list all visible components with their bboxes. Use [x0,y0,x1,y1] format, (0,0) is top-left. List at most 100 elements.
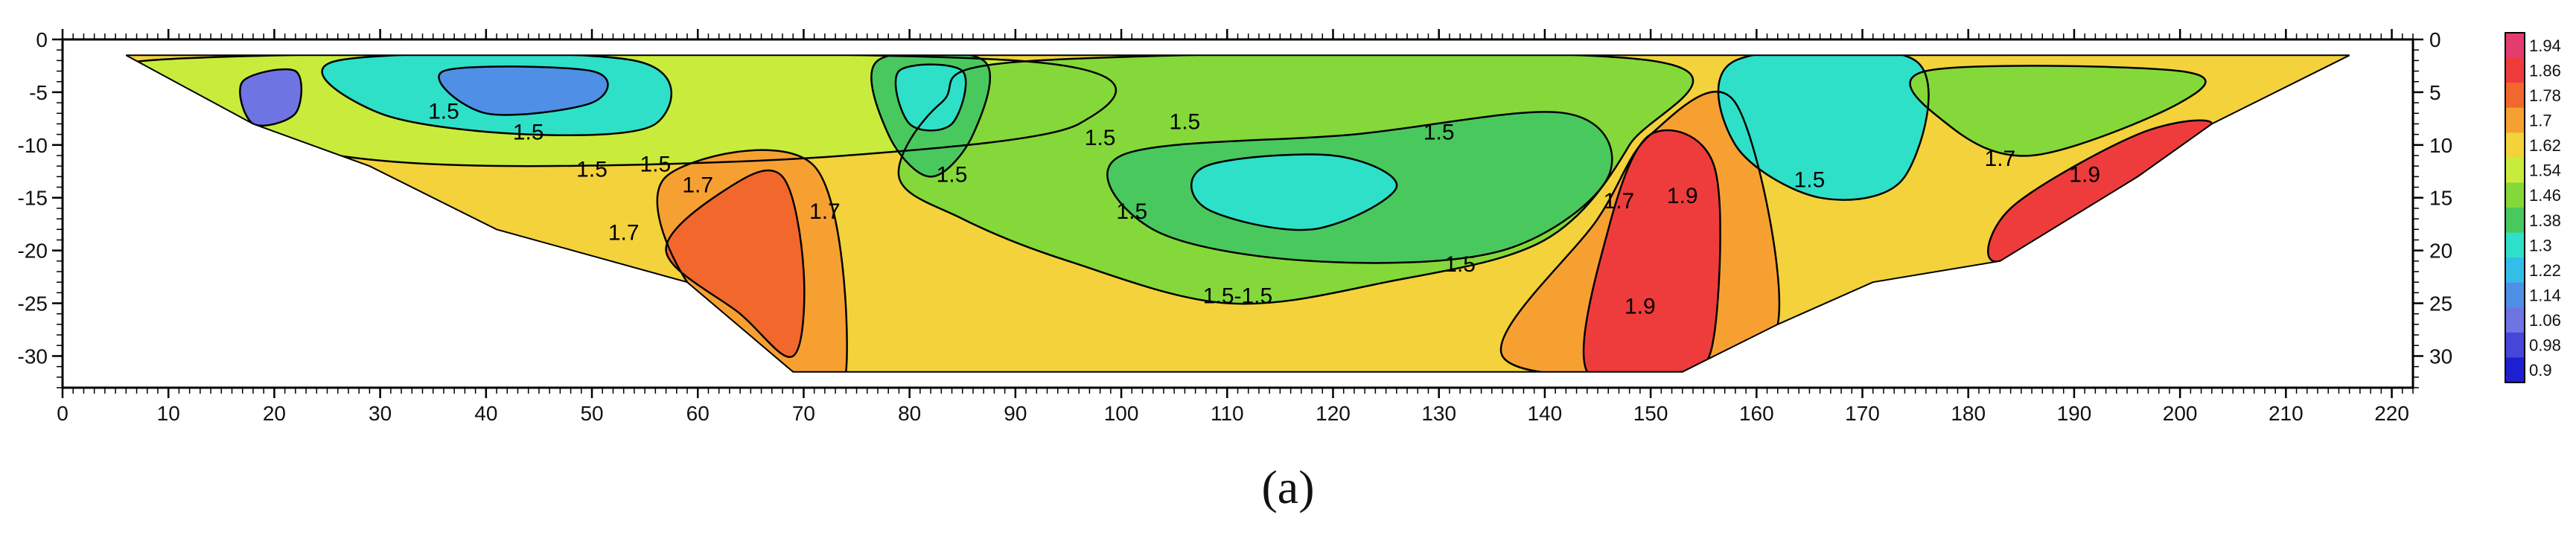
figure-caption: (a) [1261,461,1315,513]
contour-label: 1.5 [1085,126,1116,150]
y-tick-label-left: -30 [18,345,48,368]
x-tick-label: 170 [1845,402,1880,425]
contour-line [656,149,848,372]
x-tick-label: 40 [474,402,497,425]
resistivity-zone [1191,154,1397,231]
contour-line [438,65,609,116]
colorbar-label: 1.3 [2529,236,2552,254]
contour-line [665,169,806,359]
contour-line [1717,55,1930,201]
x-tick-label: 140 [1528,402,1563,425]
resistivity-zone [1718,55,1929,200]
contour-label: 1.5 [1116,199,1147,224]
colorbar-label: 1.7 [2529,112,2552,130]
resistivity-zone [1910,65,2206,156]
x-tick-label: 50 [580,402,603,425]
contour-label: 1.9 [1625,295,1656,319]
section-outline [125,54,2350,373]
colorbar-label: 1.78 [2529,86,2561,105]
x-tick-label: 120 [1316,402,1351,425]
contour-label: 1.9 [2069,162,2100,187]
colorbar-swatch [2505,83,2525,109]
contour-label: 1.5 [640,152,672,176]
resistivity-section-chart: 0 10 20 30 40 50 60 70 80 90 100 110 120 130 140 150 160… [18,28,2561,425]
y-tick-label-right: 25 [2429,292,2452,316]
resistivity-zone [1988,120,2212,262]
contour-label: 1.7 [608,220,640,245]
x-tick-label: 210 [2269,402,2304,425]
colorbar-label: 1.54 [2529,161,2561,180]
colorbar-swatch [2505,257,2525,284]
colorbar-swatch [2505,232,2525,258]
y-tick-label-left: -10 [18,134,48,157]
colorbar-swatch [2505,182,2525,208]
contour-line [1190,153,1398,231]
x-tick-label: 110 [1211,402,1244,425]
y-tick-label-right: 20 [2429,240,2452,263]
contour-label: 1.5 [1170,110,1201,135]
x-tick-label: 80 [898,402,921,425]
contour-label: 1.5-1.5 [1203,284,1272,309]
colorbar-swatch [2505,57,2525,83]
x-tick-label: 160 [1739,402,1774,425]
y-tick-label-left: -20 [18,240,48,263]
contour-label: 1.5 [1424,121,1455,145]
colorbar-swatch [2505,132,2525,158]
contour-label: 1.5 [1444,252,1476,277]
contour-line [870,55,991,178]
resistivity-zone [1584,129,1721,372]
colorbar-label: 1.38 [2529,211,2561,230]
contour-label: 1.7 [682,173,713,198]
y-tick-label-right: 0 [2429,28,2441,51]
colorbar-swatch [2505,332,2525,358]
contour-label: 1.7 [809,199,841,224]
x-tick-label: 150 [1633,402,1668,425]
y-tick-label-right: 15 [2429,187,2452,210]
x-tick-label: 60 [686,402,710,425]
colorbar-swatch [2505,282,2525,308]
contour-line [894,63,967,132]
contour-line [1499,91,1781,372]
contour-line [239,68,303,127]
contour-line [1909,65,2207,157]
contour-label: 1.9 [1667,184,1698,208]
y-tick-label-left: -5 [29,81,48,104]
y-tick-label-left: -25 [18,292,48,316]
colorbar-swatch [2505,33,2525,59]
contour-labels: 1.5 1.5 1.5 1.5 1.7 1.7 1.7 1.5 1.5 1.5 1.5 1.5-1.5… [428,99,2100,318]
colorbar-swatch [2505,307,2525,333]
y-tick-label-right: 30 [2429,345,2452,368]
resistivity-zone [895,64,966,131]
contour-label: 1.5 [937,162,968,187]
resistivity-zone [666,170,805,357]
colorbar-label: 1.14 [2529,286,2561,305]
x-tick-label: 70 [792,402,815,425]
contour-line [321,55,673,136]
y-tick-label-right: 10 [2429,134,2452,157]
resistivity-zone [240,69,302,126]
contour-label: 1.5 [513,121,544,145]
colorbar-swatch [2505,208,2525,234]
colorbar-label: 1.94 [2529,36,2561,55]
x-tick-label: 190 [2057,402,2092,425]
x-axis-ticks: 0 10 20 30 40 50 60 70 80 90 100 110 120 130 140 150 160… [57,29,2414,425]
x-tick-label: 20 [263,402,286,425]
colorbar-swatch [2505,157,2525,183]
x-tick-label: 30 [369,402,392,425]
colorbar-label: 1.86 [2529,61,2561,80]
x-tick-label: 130 [1421,402,1456,425]
colorbar-label: 1.22 [2529,261,2561,280]
y-tick-label-right: 5 [2429,81,2441,104]
colorbar-label: 0.9 [2529,361,2552,380]
colorbar-label: 0.98 [2529,336,2561,355]
contour-label: 1.5 [576,157,608,182]
contour-line [897,55,1695,305]
x-tick-label: 100 [1104,402,1139,425]
colorbar-label: 1.62 [2529,136,2561,155]
y-tick-label-left: 0 [36,28,48,51]
colorbar-swatch [2505,357,2525,383]
contour-label: 1.7 [1604,189,1635,214]
resistivity-zone [439,66,608,115]
contour-label: 1.7 [1985,147,2016,171]
colorbar-swatch [2505,107,2525,133]
